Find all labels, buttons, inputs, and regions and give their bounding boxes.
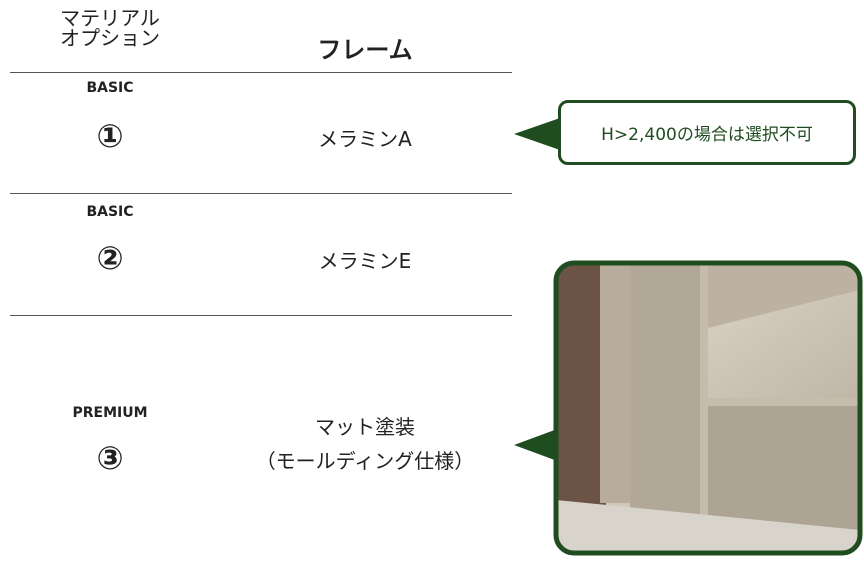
header-line: オプション <box>60 26 160 50</box>
number: ① <box>96 117 124 155</box>
photo-arrow <box>514 428 560 462</box>
frame-line: メラミンE <box>318 249 412 273</box>
number: ② <box>96 239 124 277</box>
divider <box>10 315 512 316</box>
grade: PREMIUM <box>72 405 148 421</box>
number: ③ <box>96 439 124 477</box>
header-line: マテリアル <box>60 6 160 30</box>
frame: メラミンE <box>220 244 510 278</box>
frame: マット塗装 （モールディング仕様） <box>220 410 510 478</box>
header-column-1: マテリアル オプション <box>10 8 210 48</box>
photo-frame <box>553 260 863 556</box>
frame-line: （モールディング仕様） <box>255 449 475 473</box>
header-column-2: フレーム <box>317 36 413 64</box>
frame-line: マット塗装 <box>315 415 415 439</box>
divider <box>10 72 512 73</box>
frame-line: メラミンA <box>318 127 412 151</box>
divider <box>10 193 512 194</box>
frame: メラミンA <box>220 122 510 156</box>
callout-arrow <box>514 118 560 150</box>
grade: BASIC <box>86 204 134 220</box>
grade: BASIC <box>86 80 134 96</box>
photo <box>556 263 860 553</box>
